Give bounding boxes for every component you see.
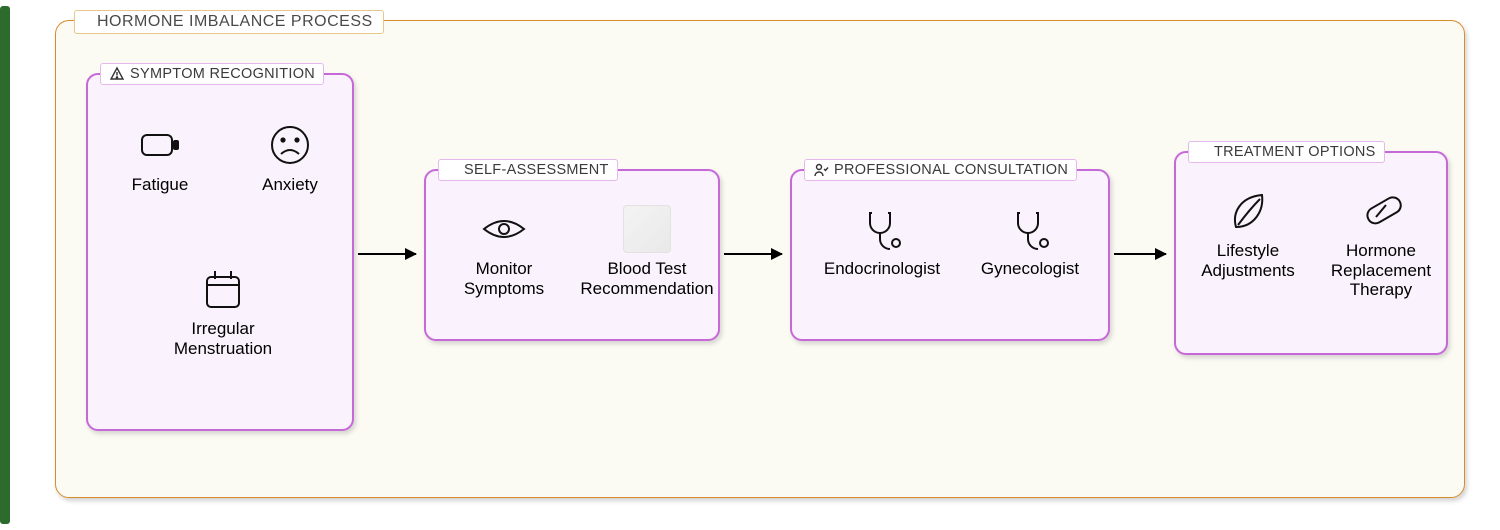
stage-symptom-recognition: SYMPTOM RECOGNITION Fatigue Anxiety Irre… — [86, 73, 354, 431]
item-label: Anxiety — [262, 175, 318, 195]
stethoscope-icon — [1006, 205, 1054, 253]
item-label: Endocrinologist — [824, 259, 940, 279]
item-label: Monitor Symptoms — [464, 259, 544, 298]
item-label: Hormone Replacement Therapy — [1331, 241, 1431, 300]
blank-icon — [623, 205, 671, 253]
item: Anxiety — [240, 121, 340, 195]
outer-panel: HORMONE IMBALANCE PROCESS SYMPTOM RECOGN… — [55, 20, 1465, 498]
item: Endocrinologist — [812, 205, 952, 279]
item: Irregular Menstruation — [158, 265, 288, 358]
stethoscope-icon — [858, 205, 906, 253]
pill-icon — [1357, 187, 1405, 235]
arrow — [358, 253, 416, 255]
frown-icon — [266, 121, 314, 169]
stage-title-text: PROFESSIONAL CONSULTATION — [834, 162, 1068, 178]
stage-professional-consultation: PROFESSIONAL CONSULTATION Endocrinologis… — [790, 169, 1110, 341]
canvas: HORMONE IMBALANCE PROCESS SYMPTOM RECOGN… — [0, 0, 1500, 530]
stage-title-text: SELF-ASSESSMENT — [464, 162, 609, 178]
outer-title: HORMONE IMBALANCE PROCESS — [74, 10, 384, 34]
item-label: Gynecologist — [981, 259, 1079, 279]
outer-title-text: HORMONE IMBALANCE PROCESS — [97, 13, 373, 30]
eye-icon — [480, 205, 528, 253]
item: Fatigue — [110, 121, 210, 195]
item-label: Fatigue — [132, 175, 189, 195]
item: Monitor Symptoms — [444, 205, 564, 298]
item: Lifestyle Adjustments — [1188, 187, 1308, 280]
item: Gynecologist — [960, 205, 1100, 279]
item: Blood Test Recommendation — [572, 205, 722, 298]
stage-treatment-options: TREATMENT OPTIONS Lifestyle Adjustments … — [1174, 151, 1448, 355]
stage-self-assessment: SELF-ASSESSMENT Monitor SymptomsBlood Te… — [424, 169, 720, 341]
item-label: Lifestyle Adjustments — [1201, 241, 1295, 280]
item: Hormone Replacement Therapy — [1316, 187, 1446, 300]
stage-title-text: TREATMENT OPTIONS — [1214, 144, 1376, 160]
item-label: Blood Test Recommendation — [580, 259, 713, 298]
outer-box: HORMONE IMBALANCE PROCESS SYMPTOM RECOGN… — [55, 20, 1465, 498]
stage-title: SELF-ASSESSMENT — [438, 159, 618, 181]
battery-low-icon — [136, 121, 184, 169]
calendar-icon — [199, 265, 247, 313]
stage-title: SYMPTOM RECOGNITION — [100, 63, 324, 85]
person-check-icon — [813, 162, 829, 178]
arrow — [1114, 253, 1166, 255]
stage-title-text: SYMPTOM RECOGNITION — [130, 66, 315, 82]
stage-title: TREATMENT OPTIONS — [1188, 141, 1385, 163]
warning-icon — [109, 66, 125, 82]
arrow — [724, 253, 782, 255]
item-label: Irregular Menstruation — [174, 319, 272, 358]
leaf-icon — [1224, 187, 1272, 235]
stage-title: PROFESSIONAL CONSULTATION — [804, 159, 1077, 181]
left-stripe — [0, 6, 10, 524]
